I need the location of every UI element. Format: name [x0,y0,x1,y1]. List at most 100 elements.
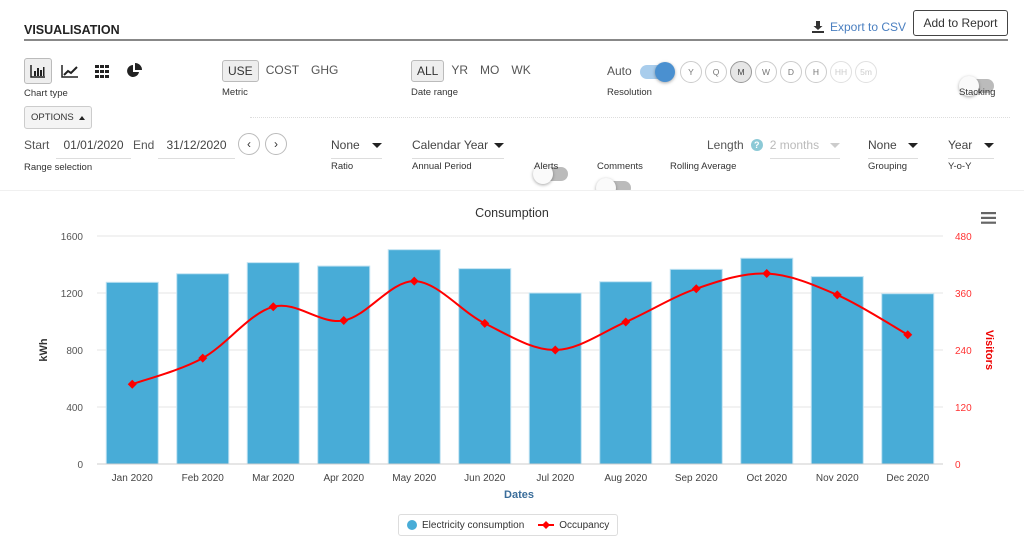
start-date-input[interactable]: 01/01/2020 [56,138,131,159]
x-tick-label: Sep 2020 [675,473,718,484]
y2-tick-label: 120 [955,403,972,414]
x-tick-label: Mar 2020 [252,473,295,484]
resolution-q[interactable]: Q [705,61,727,83]
length-value: 2 months [769,138,820,152]
resolution-auto-label: Auto [607,64,632,78]
occupancy-point [691,284,701,294]
resolution-d[interactable]: D [780,61,802,83]
options-button[interactable]: OPTIONS [24,106,92,129]
caret-up-icon [78,115,85,120]
chart-menu-icon[interactable] [981,212,996,227]
rolling-length-group: Length ? 2 months [707,138,840,159]
grouping-label: Grouping [868,161,908,172]
grouping-value: None [868,138,897,152]
date-range-mo[interactable]: MO [480,63,500,77]
add-to-report-button[interactable]: Add to Report [913,10,1008,36]
occupancy-point [127,379,137,389]
end-label: End [133,138,155,152]
metric-use[interactable]: USE [222,60,259,82]
resolution-options: Y Q M W D H HH 5m [680,61,877,83]
divider [24,39,1008,41]
occupancy-point [621,317,631,327]
previous-range-button[interactable]: ‹ [238,133,260,155]
options-label: OPTIONS [31,112,74,123]
chevron-left-icon: ‹ [247,137,251,151]
bar [246,262,300,465]
occupancy-point [903,330,913,340]
x-tick-label: Apr 2020 [323,473,364,484]
chart-legend: Electricity consumption Occupancy [398,514,619,536]
alerts-toggle[interactable] [533,164,568,184]
x-tick-label: Dec 2020 [886,473,929,484]
y2-tick-label: 360 [955,289,972,300]
comments-label: Comments [597,161,643,172]
grid-icon[interactable] [88,58,116,84]
help-icon[interactable]: ? [750,139,763,151]
line-chart-icon[interactable] [56,58,84,84]
stacking-toggle[interactable] [959,76,994,96]
occupancy-point [198,353,208,363]
bar [599,281,653,465]
download-icon [811,21,824,33]
export-csv-link[interactable]: Export to CSV [811,20,906,34]
x-tick-label: May 2020 [392,473,436,484]
x-tick-label: Jun 2020 [464,473,506,484]
page-title: VISUALISATION [24,23,120,37]
occupancy-point [762,269,772,279]
date-range-yr[interactable]: YR [451,63,469,77]
caret-down-icon [984,142,994,148]
x-tick-label: Feb 2020 [182,473,225,484]
y-tick-label: 0 [77,460,83,471]
grouping-select[interactable]: None [868,138,918,159]
yoy-value: Year [948,138,973,152]
resolution-5m: 5m [855,61,877,83]
chart-type-label: Chart type [24,88,68,99]
bar [740,257,794,465]
resolution-w[interactable]: W [755,61,777,83]
end-date-input[interactable]: 31/12/2020 [158,138,235,159]
rolling-average-label: Rolling Average [670,161,737,172]
x-tick-label: Jul 2020 [536,473,574,484]
resolution-auto-toggle[interactable] [640,62,675,82]
date-range-all[interactable]: ALL [411,60,445,82]
occupancy-point [550,345,560,355]
metric-group: USE COST GHG [222,60,343,82]
resolution-h[interactable]: H [805,61,827,83]
occupancy-point [409,276,419,286]
caret-down-icon [829,142,840,148]
annual-period-select[interactable]: Calendar Year [412,138,504,159]
y2-tick-label: 240 [955,346,972,357]
bar [669,268,723,465]
x-tick-label: Oct 2020 [746,473,787,484]
x-tick-label: Jan 2020 [112,473,154,484]
occupancy-point [339,316,349,326]
date-range-wk[interactable]: WK [511,63,531,77]
resolution-m[interactable]: M [730,61,752,83]
ratio-select[interactable]: None [331,138,382,159]
y-tick-label: 400 [66,403,83,414]
y2-tick-label: 480 [955,232,972,243]
stacking-label: Stacking [959,87,996,98]
length-label: Length [707,138,744,152]
resolution-y[interactable]: Y [680,61,702,83]
occupancy-point [832,290,842,300]
legend-item-electricity[interactable]: Electricity consumption [407,520,524,531]
metric-cost[interactable]: COST [265,63,300,77]
bar-chart-icon[interactable] [24,58,52,84]
yoy-select[interactable]: Year [948,138,994,159]
bar [881,293,935,465]
y-tick-label: 1600 [61,232,84,243]
x-axis-title: Dates [504,489,534,501]
pie-chart-icon[interactable] [120,58,148,84]
y2-tick-label: 0 [955,460,961,471]
next-range-button[interactable]: › [265,133,287,155]
y-axis-title: kWh [38,338,50,362]
chart-title: Consumption [475,206,549,220]
resolution-label: Resolution [607,87,652,98]
bar [528,292,582,465]
legend-label: Occupancy [559,519,610,531]
range-selection-label: Range selection [24,162,93,173]
metric-ghg[interactable]: GHG [311,63,339,77]
legend-item-occupancy[interactable]: Occupancy [538,520,609,531]
y2-axis-title: Visitors [983,330,995,370]
